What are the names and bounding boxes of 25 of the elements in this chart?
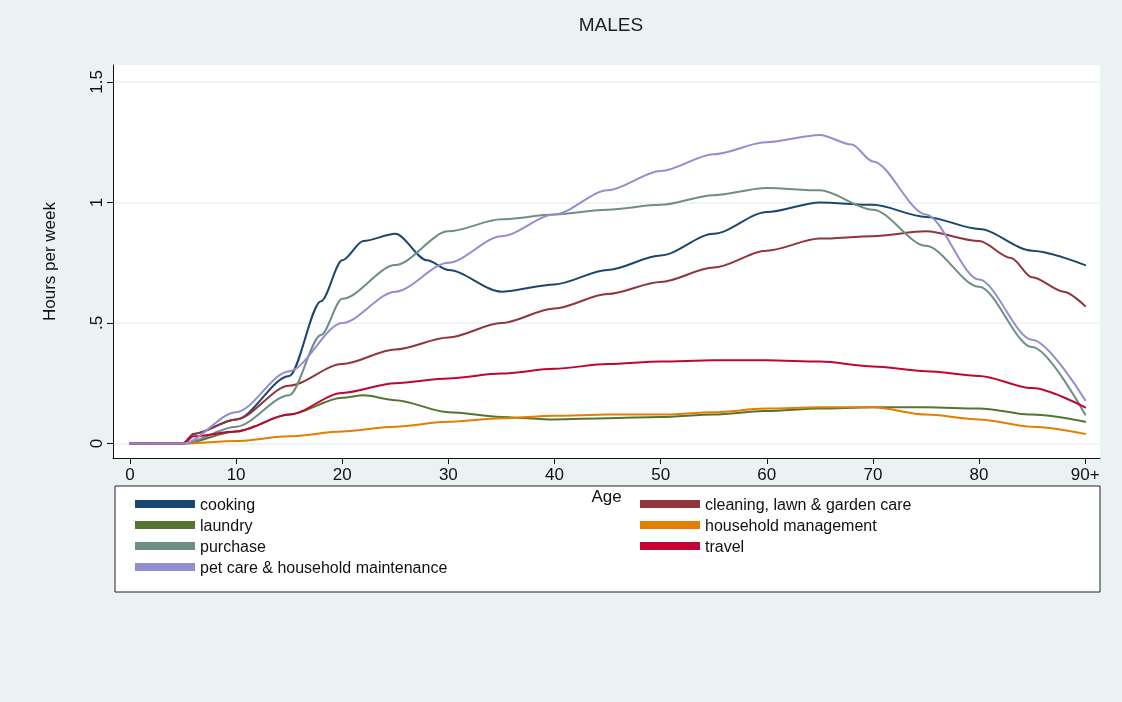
legend-label: cooking xyxy=(200,495,256,513)
x-tick-label: 90+ xyxy=(1070,465,1100,484)
y-tick-label: 1 xyxy=(87,197,106,208)
x-tick-label: 70 xyxy=(863,465,883,484)
x-axis-title: Age xyxy=(591,486,622,506)
y-tick-label: 1.5 xyxy=(87,70,106,94)
y-tick-label: 0 xyxy=(87,438,106,449)
y-tick-label: .5 xyxy=(87,315,106,331)
line-series xyxy=(128,133,1087,445)
legend-label: cleaning, lawn & garden care xyxy=(705,495,912,513)
x-tick-label: 0 xyxy=(125,465,135,484)
legend-label: purchase xyxy=(200,537,266,555)
x-tick-label: 10 xyxy=(226,465,246,484)
x-tick-label: 50 xyxy=(651,465,671,484)
legend-label: travel xyxy=(705,537,745,555)
legend-label: pet care & household maintenance xyxy=(200,558,448,576)
x-tick-label: 20 xyxy=(332,465,352,484)
legend-label: household management xyxy=(705,516,878,534)
x-tick-label: 60 xyxy=(757,465,777,484)
x-tick-label: 30 xyxy=(438,465,458,484)
x-tick-label: 80 xyxy=(969,465,989,484)
y-axis-title: Hours per week xyxy=(40,201,59,322)
x-tick-label: 40 xyxy=(545,465,564,484)
legend-label: laundry xyxy=(200,516,253,534)
chart-title: MALES xyxy=(578,14,644,35)
